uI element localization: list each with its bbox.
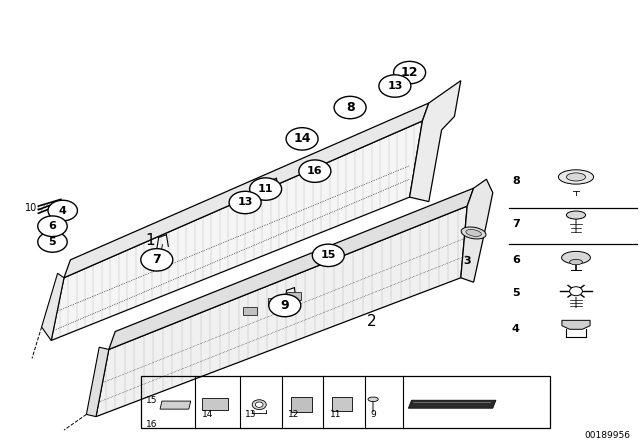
Text: 11: 11 [258, 184, 273, 194]
FancyBboxPatch shape [332, 397, 352, 411]
Text: 15: 15 [146, 396, 157, 405]
Ellipse shape [562, 251, 591, 264]
Circle shape [299, 160, 331, 182]
Ellipse shape [566, 211, 586, 219]
Ellipse shape [252, 400, 266, 409]
Text: 14: 14 [202, 410, 214, 419]
Ellipse shape [461, 227, 486, 239]
Text: 13: 13 [387, 81, 403, 91]
Polygon shape [461, 179, 493, 282]
Circle shape [394, 61, 426, 84]
Circle shape [269, 294, 301, 317]
Ellipse shape [255, 402, 263, 407]
Bar [141, 376, 550, 428]
Text: 1: 1 [145, 233, 156, 248]
FancyBboxPatch shape [268, 298, 282, 306]
Text: 7: 7 [512, 219, 520, 229]
Text: 00189956: 00189956 [584, 431, 630, 440]
Text: 13: 13 [245, 410, 257, 419]
Ellipse shape [558, 170, 594, 184]
Text: 14: 14 [293, 132, 311, 146]
Circle shape [229, 191, 261, 214]
Circle shape [379, 75, 411, 97]
Text: 12: 12 [288, 410, 300, 419]
Circle shape [250, 178, 282, 200]
Polygon shape [86, 347, 109, 417]
Polygon shape [64, 103, 429, 278]
Text: 13: 13 [237, 198, 253, 207]
FancyBboxPatch shape [287, 292, 301, 300]
Text: 16: 16 [307, 166, 323, 176]
Text: 6: 6 [49, 221, 56, 231]
Circle shape [286, 128, 318, 150]
Text: 2: 2 [366, 314, 376, 329]
FancyBboxPatch shape [291, 397, 312, 412]
Ellipse shape [566, 173, 586, 181]
Text: 7: 7 [152, 253, 161, 267]
FancyBboxPatch shape [202, 398, 228, 410]
Polygon shape [410, 81, 461, 202]
Polygon shape [96, 206, 467, 417]
Text: 11: 11 [330, 410, 341, 419]
Ellipse shape [570, 259, 582, 265]
Polygon shape [109, 188, 474, 349]
Circle shape [312, 244, 344, 267]
Text: 8: 8 [512, 177, 520, 186]
Text: 12: 12 [401, 66, 419, 79]
Polygon shape [408, 400, 496, 408]
Text: 9: 9 [370, 410, 376, 419]
Circle shape [570, 287, 582, 296]
Text: 15: 15 [321, 250, 336, 260]
Text: 10: 10 [24, 203, 37, 213]
Polygon shape [42, 273, 64, 340]
Text: 16: 16 [146, 420, 157, 429]
Text: 8: 8 [346, 101, 355, 114]
FancyBboxPatch shape [243, 307, 257, 315]
Text: 5: 5 [49, 237, 56, 247]
Ellipse shape [368, 397, 378, 401]
Circle shape [38, 216, 67, 237]
Polygon shape [160, 401, 191, 409]
Text: 3: 3 [463, 256, 471, 266]
Polygon shape [51, 121, 422, 340]
Text: 6: 6 [512, 255, 520, 265]
Text: 4: 4 [59, 206, 67, 215]
Polygon shape [562, 320, 590, 329]
Text: 4: 4 [512, 324, 520, 334]
Circle shape [141, 249, 173, 271]
Circle shape [334, 96, 366, 119]
Circle shape [48, 200, 77, 221]
Ellipse shape [466, 229, 481, 237]
Circle shape [38, 232, 67, 252]
Text: 9: 9 [280, 299, 289, 312]
Text: 5: 5 [512, 289, 520, 298]
